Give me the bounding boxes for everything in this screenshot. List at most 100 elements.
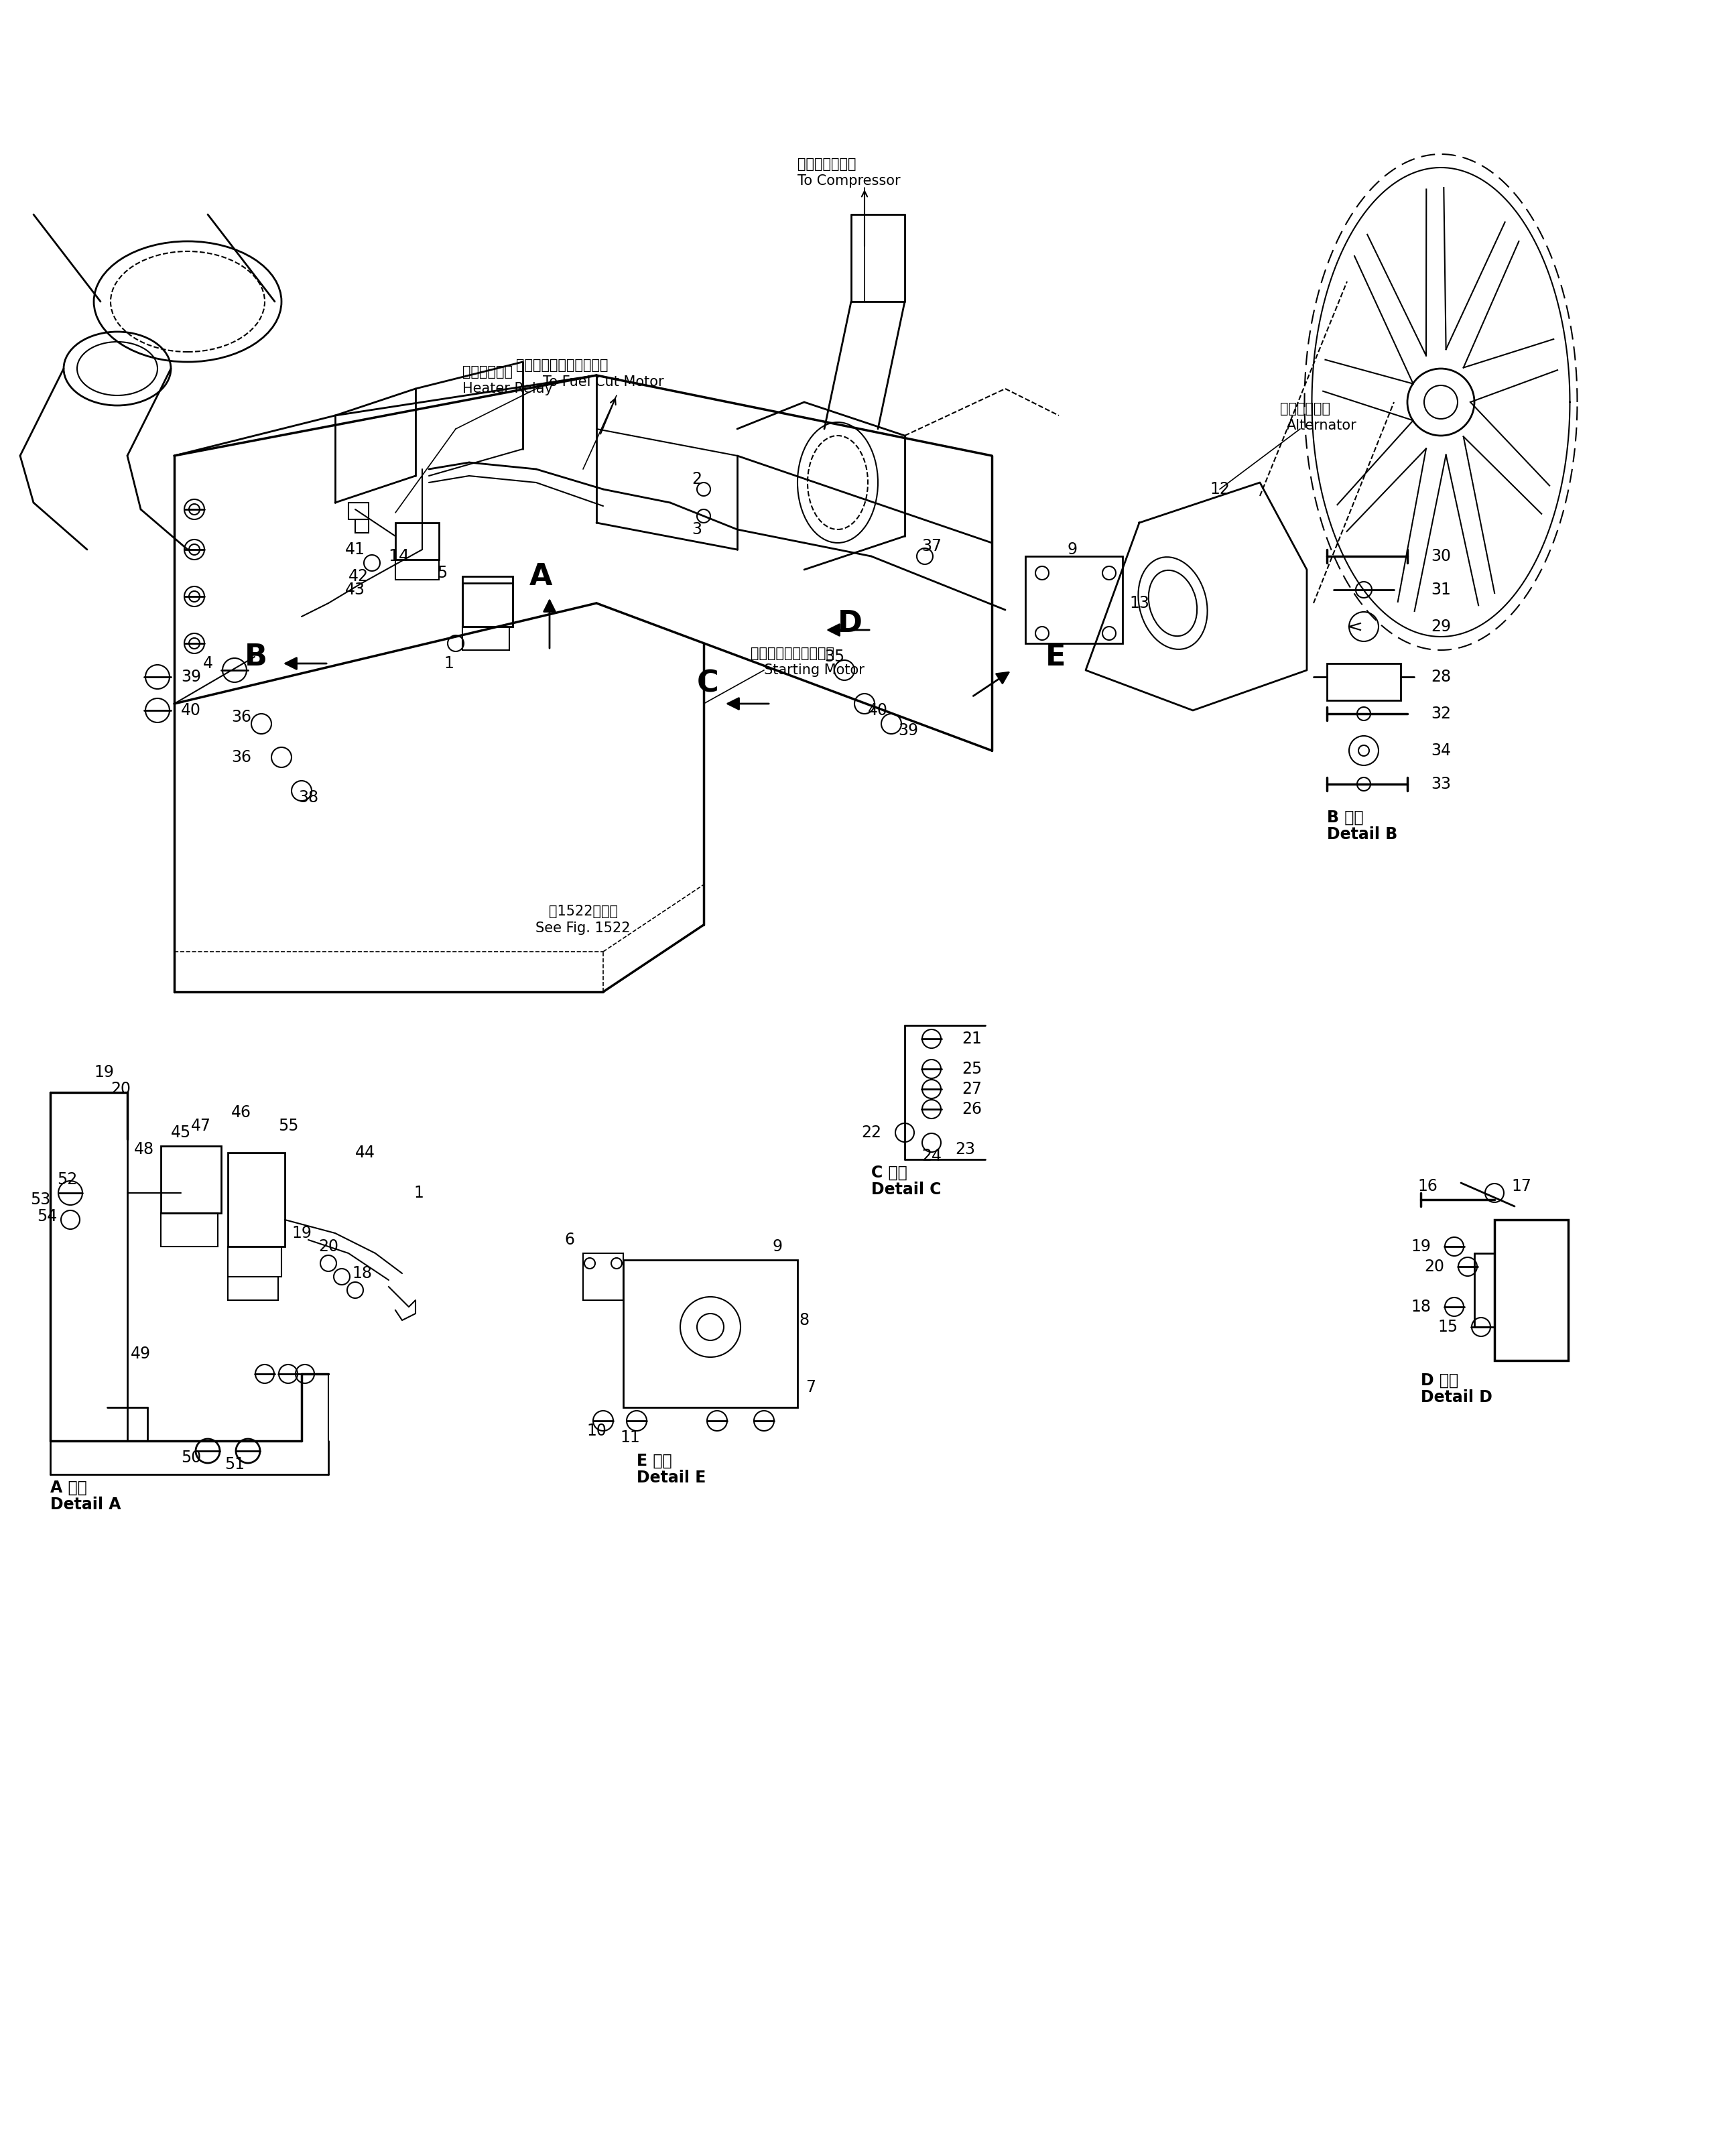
Text: 第1522図参照: 第1522図参照 bbox=[548, 906, 617, 918]
Text: D 詳細: D 詳細 bbox=[1421, 1373, 1458, 1388]
Bar bbox=[462, 576, 513, 627]
Text: コンプレッサへ: コンプレッサへ bbox=[798, 157, 856, 170]
Bar bbox=[395, 522, 439, 561]
Text: 10: 10 bbox=[586, 1423, 606, 1438]
Text: 17: 17 bbox=[1511, 1177, 1532, 1194]
Text: 43: 43 bbox=[345, 582, 365, 597]
Text: 51: 51 bbox=[224, 1455, 245, 1473]
Text: 7: 7 bbox=[806, 1380, 817, 1395]
Bar bbox=[462, 627, 510, 651]
Text: 9: 9 bbox=[772, 1238, 782, 1255]
Text: 19: 19 bbox=[291, 1225, 312, 1242]
Text: 52: 52 bbox=[57, 1171, 78, 1188]
Text: フェエルカットモータへ: フェエルカットモータへ bbox=[515, 358, 608, 373]
Text: 42: 42 bbox=[348, 569, 369, 584]
Text: 40: 40 bbox=[868, 703, 887, 718]
Text: 1: 1 bbox=[445, 655, 453, 671]
Bar bbox=[227, 1153, 284, 1246]
Text: 19: 19 bbox=[93, 1065, 114, 1080]
Text: 20: 20 bbox=[1425, 1259, 1444, 1274]
Text: B: B bbox=[245, 642, 267, 671]
Bar bbox=[227, 1276, 277, 1300]
Text: 20: 20 bbox=[319, 1238, 338, 1255]
Bar bbox=[227, 1246, 281, 1276]
Bar bbox=[395, 561, 439, 580]
Text: 20: 20 bbox=[110, 1080, 131, 1097]
Text: 3: 3 bbox=[693, 522, 701, 537]
Text: 12: 12 bbox=[1210, 481, 1230, 498]
Bar bbox=[1494, 1220, 1568, 1360]
Text: E: E bbox=[1046, 642, 1067, 671]
Text: C 詳細: C 詳細 bbox=[872, 1164, 908, 1181]
Text: 18: 18 bbox=[1411, 1298, 1430, 1315]
Text: E 詳細: E 詳細 bbox=[638, 1453, 672, 1468]
Bar bbox=[462, 582, 513, 627]
Text: 8: 8 bbox=[799, 1313, 810, 1328]
Text: Detail B: Detail B bbox=[1327, 826, 1397, 843]
Text: 30: 30 bbox=[1430, 548, 1451, 565]
Text: 46: 46 bbox=[231, 1104, 252, 1121]
Text: Alternator: Alternator bbox=[1287, 418, 1358, 431]
Bar bbox=[160, 1147, 221, 1214]
Text: 36: 36 bbox=[231, 709, 252, 724]
Text: 39: 39 bbox=[181, 668, 202, 686]
Text: オルタネータ: オルタネータ bbox=[1280, 403, 1330, 416]
Text: 40: 40 bbox=[181, 703, 202, 718]
Text: A 詳細: A 詳細 bbox=[50, 1479, 86, 1496]
Text: Starting Motor: Starting Motor bbox=[763, 664, 865, 677]
Bar bbox=[355, 520, 369, 533]
Text: 47: 47 bbox=[191, 1117, 212, 1134]
Text: 28: 28 bbox=[1430, 668, 1451, 686]
Text: 39: 39 bbox=[898, 722, 918, 740]
Text: 27: 27 bbox=[961, 1080, 982, 1097]
Text: 6: 6 bbox=[565, 1231, 575, 1248]
Text: 41: 41 bbox=[345, 541, 365, 558]
Text: To Fuel Cut Motor: To Fuel Cut Motor bbox=[543, 375, 663, 388]
Text: See Fig. 1522: See Fig. 1522 bbox=[536, 921, 631, 936]
Text: 25: 25 bbox=[961, 1061, 982, 1078]
Text: 13: 13 bbox=[1129, 595, 1149, 610]
Text: Detail E: Detail E bbox=[638, 1470, 706, 1485]
Text: 34: 34 bbox=[1430, 742, 1451, 759]
Text: 33: 33 bbox=[1430, 776, 1451, 791]
Text: 50: 50 bbox=[181, 1449, 202, 1466]
Bar bbox=[348, 502, 369, 520]
Text: 29: 29 bbox=[1430, 619, 1451, 634]
Text: 16: 16 bbox=[1418, 1177, 1437, 1194]
Text: 48: 48 bbox=[134, 1141, 153, 1158]
Text: A: A bbox=[529, 563, 553, 591]
Text: 18: 18 bbox=[351, 1266, 372, 1281]
Text: 4: 4 bbox=[203, 655, 212, 671]
Text: 2: 2 bbox=[693, 472, 701, 487]
Text: 14: 14 bbox=[388, 548, 410, 565]
Text: 1: 1 bbox=[414, 1186, 424, 1201]
Text: Detail D: Detail D bbox=[1421, 1388, 1492, 1406]
Text: 21: 21 bbox=[961, 1031, 982, 1048]
Bar bbox=[1327, 664, 1401, 701]
Text: スターティングモータ: スターティングモータ bbox=[751, 647, 834, 660]
Text: D: D bbox=[837, 608, 863, 638]
Text: 45: 45 bbox=[171, 1125, 191, 1141]
Text: 11: 11 bbox=[620, 1429, 639, 1447]
Text: 24: 24 bbox=[922, 1147, 941, 1164]
Bar bbox=[160, 1214, 217, 1246]
Text: 55: 55 bbox=[277, 1117, 298, 1134]
Text: 15: 15 bbox=[1437, 1319, 1458, 1335]
Text: B 詳細: B 詳細 bbox=[1327, 811, 1363, 826]
Text: 38: 38 bbox=[298, 789, 319, 806]
Text: 32: 32 bbox=[1430, 705, 1451, 722]
Text: Heater Relay: Heater Relay bbox=[462, 382, 553, 395]
Text: 19: 19 bbox=[1411, 1238, 1430, 1255]
Text: 23: 23 bbox=[955, 1141, 975, 1158]
Text: 37: 37 bbox=[922, 539, 941, 554]
Text: 5: 5 bbox=[438, 565, 448, 582]
Text: C: C bbox=[698, 668, 718, 699]
Text: 26: 26 bbox=[961, 1102, 982, 1117]
Text: Detail C: Detail C bbox=[872, 1181, 941, 1197]
Text: 22: 22 bbox=[862, 1125, 880, 1141]
Text: 53: 53 bbox=[29, 1192, 50, 1207]
Text: To Compressor: To Compressor bbox=[798, 175, 901, 188]
Bar bbox=[1025, 556, 1122, 642]
Text: 35: 35 bbox=[824, 649, 844, 664]
Text: 9: 9 bbox=[1067, 541, 1077, 558]
